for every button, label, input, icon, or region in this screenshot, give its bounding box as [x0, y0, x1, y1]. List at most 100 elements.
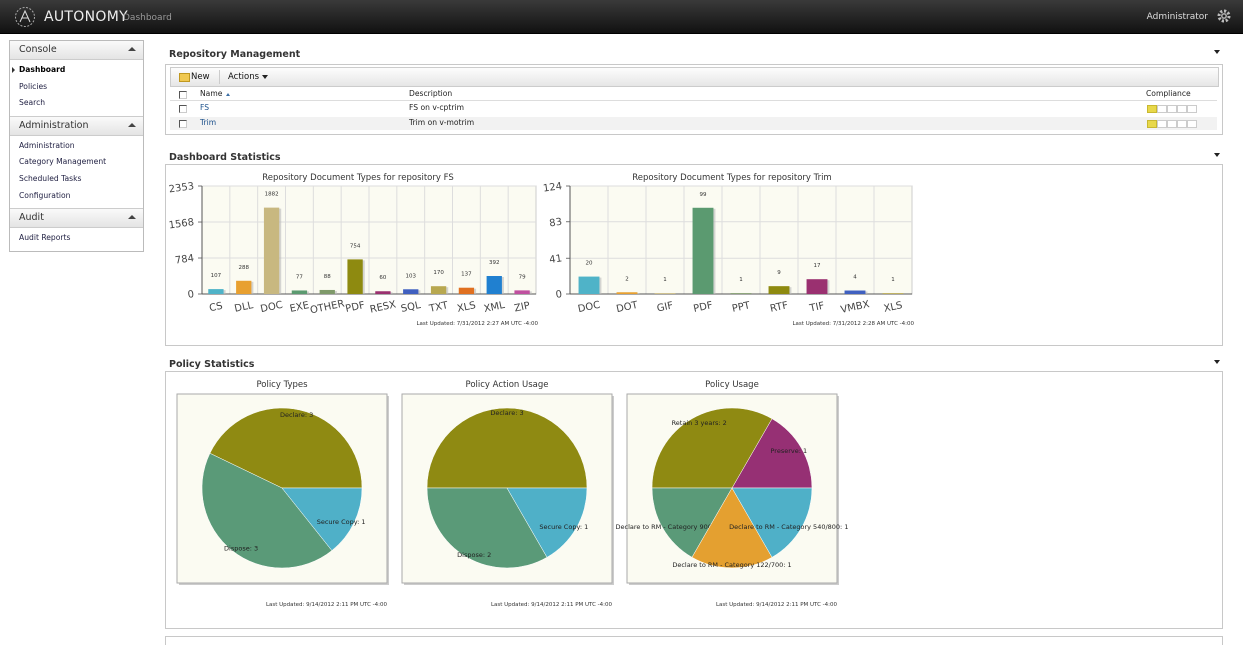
- column-header[interactable]: Name: [200, 88, 231, 100]
- slice-label: Declare to RM - Category 122/700: 1: [672, 561, 791, 569]
- checkbox[interactable]: [179, 91, 187, 99]
- value-label: 288: [239, 265, 250, 271]
- new-icon: [179, 73, 190, 82]
- brand: AUTONOMY: [44, 9, 128, 25]
- section-header[interactable]: Audit: [10, 208, 143, 229]
- x-tick-label: EXE: [289, 300, 310, 315]
- x-tick-label: PDF: [692, 300, 714, 315]
- value-label: 79: [519, 274, 526, 280]
- slice-label: Declare to RM - Category 540/800: 1: [729, 523, 848, 531]
- repository-name[interactable]: Trim: [200, 118, 217, 127]
- compliance-cell: [1147, 120, 1157, 128]
- nav-item[interactable]: Dashboard: [10, 62, 143, 79]
- collapse-caret[interactable]: [128, 215, 136, 220]
- settings-icon[interactable]: [1217, 9, 1231, 23]
- pie-slice: [731, 418, 813, 489]
- new-button[interactable]: New: [179, 68, 210, 86]
- compliance-cell: [1157, 105, 1167, 113]
- toolbar-separator: [219, 70, 220, 84]
- collapse-icon[interactable]: [1214, 360, 1220, 364]
- x-tick-label: TIF: [808, 301, 826, 315]
- x-tick-label: XLS: [456, 300, 477, 315]
- repository-name[interactable]: FS: [200, 103, 210, 112]
- value-label: 392: [489, 260, 500, 266]
- chart-title: Repository Document Types for repository…: [632, 173, 831, 183]
- compliance-cell: [1147, 105, 1157, 113]
- bar: [347, 259, 363, 294]
- value-label: 9: [777, 270, 781, 276]
- x-tick-label: VMBX: [840, 299, 871, 316]
- bar: [291, 290, 308, 294]
- y-tick-label: 83: [549, 217, 563, 230]
- column-header[interactable]: Compliance: [1146, 89, 1191, 98]
- pie-slice: [506, 487, 588, 558]
- column-header[interactable]: Description: [409, 89, 453, 98]
- value-label: 754: [350, 243, 361, 249]
- compliance-cell: [1157, 120, 1167, 128]
- y-tick-label: 784: [174, 253, 194, 267]
- checkbox[interactable]: [179, 120, 187, 128]
- x-tick-label: OTHER: [309, 298, 345, 316]
- slice-label: Declare: 3: [280, 411, 313, 419]
- section-header[interactable]: Console: [10, 41, 143, 60]
- value-label: 2: [625, 276, 629, 282]
- bar: [730, 293, 752, 294]
- y-tick-label: 124: [542, 181, 562, 195]
- value-label: 4: [853, 275, 857, 281]
- slice-label: Declare: 3: [490, 409, 523, 417]
- bar: [578, 276, 600, 294]
- user-name[interactable]: Administrator: [1146, 12, 1208, 22]
- nav-group: Dashboard Policies Search: [10, 60, 143, 116]
- pie-slice: [201, 452, 333, 569]
- y-tick-label: 41: [549, 253, 563, 266]
- value-label: 88: [324, 274, 331, 280]
- value-label: 1882: [265, 192, 279, 198]
- nav-item[interactable]: Audit Reports: [19, 233, 71, 243]
- slice-label: Secure Copy: 1: [539, 523, 588, 531]
- logo: [15, 7, 35, 27]
- x-tick-label: DOT: [615, 300, 639, 315]
- footnote: Last Updated: 7/31/2012 2:27 AM UTC -4:0…: [416, 321, 538, 327]
- nav-item[interactable]: Configuration: [19, 190, 71, 200]
- nav-item[interactable]: Search: [19, 98, 46, 108]
- pie-slice: [426, 407, 588, 489]
- nav-item[interactable]: Category Management: [19, 157, 107, 167]
- value-label: 77: [296, 274, 303, 280]
- repository-description: FS on v-cptrim: [409, 103, 464, 112]
- pie-slice: [731, 487, 813, 558]
- bar: [375, 291, 391, 294]
- collapse-icon[interactable]: [1214, 50, 1220, 54]
- nav-item[interactable]: Policies: [19, 81, 48, 91]
- nav-item[interactable]: Scheduled Tasks: [19, 173, 82, 183]
- table-row[interactable]: FS FS on v-cptrim: [170, 102, 1217, 115]
- bar: [844, 290, 866, 294]
- collapse-icon[interactable]: [1214, 153, 1220, 157]
- y-tick-label: 0: [555, 289, 563, 301]
- x-tick-label: RTF: [769, 300, 789, 315]
- plot-area: [569, 185, 913, 295]
- collapse-caret[interactable]: [128, 122, 136, 127]
- bar: [403, 289, 419, 294]
- bar: [654, 293, 676, 294]
- footnote: Last Updated: 9/14/2012 2:11 PM UTC -4:0…: [716, 602, 838, 608]
- x-tick-label: TXT: [427, 300, 450, 315]
- checkbox[interactable]: [179, 105, 187, 113]
- chart-title: Policy Types: [256, 380, 308, 390]
- bar: [208, 289, 224, 294]
- x-tick-label: DOC: [577, 300, 601, 315]
- bar: [692, 207, 714, 294]
- section-header[interactable]: Administration: [10, 115, 143, 136]
- collapse-caret[interactable]: [128, 47, 136, 51]
- x-tick-label: ZIP: [513, 300, 531, 314]
- x-tick-label: DOC: [260, 300, 284, 315]
- bar: [768, 286, 790, 294]
- nav-item[interactable]: Administration: [19, 140, 75, 150]
- nav-group: Administration Category Management Schedul…: [10, 136, 143, 208]
- compliance-cell: [1187, 120, 1197, 128]
- actions-button[interactable]: Actions: [228, 68, 269, 86]
- table-row[interactable]: Trim Trim on v-motrim: [170, 117, 1217, 130]
- x-tick-label: PDF: [345, 300, 367, 315]
